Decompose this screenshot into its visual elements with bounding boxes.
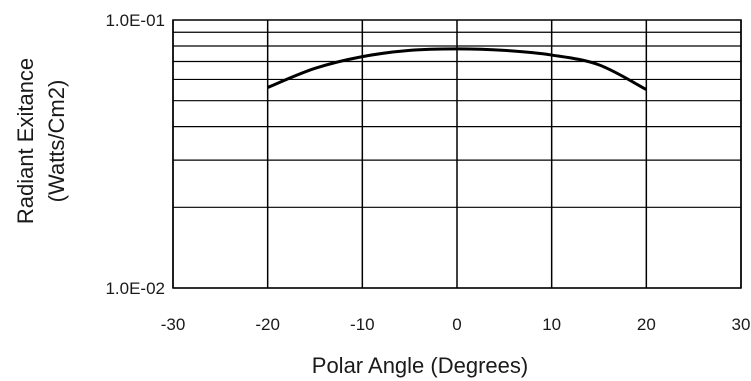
y-axis-title-line: Radiant Exitance xyxy=(13,58,38,224)
y-tick-label: 1.0E-02 xyxy=(105,279,165,298)
y-axis-title-line: (Watts/Cm2) xyxy=(44,80,69,203)
x-tick-labels: -30 -20 -10 0 10 20 30 xyxy=(161,315,751,334)
x-tick-label: 30 xyxy=(732,315,751,334)
x-tick-label: 10 xyxy=(542,315,561,334)
x-tick-label: -30 xyxy=(161,315,186,334)
y-tick-label: 1.0E-01 xyxy=(105,11,165,30)
x-tick-label: -20 xyxy=(255,315,280,334)
y-axis-title: Radiant Exitance (Watts/Cm2) xyxy=(13,58,69,224)
x-tick-label: 0 xyxy=(452,315,461,334)
series-line xyxy=(267,47,648,91)
grid xyxy=(172,20,742,289)
x-tick-label: -10 xyxy=(350,315,375,334)
y-tick-labels: 1.0E-02 1.0E-01 xyxy=(105,11,165,298)
x-tick-label: 20 xyxy=(637,315,656,334)
x-axis-title: Polar Angle (Degrees) xyxy=(312,353,528,378)
plot-frame xyxy=(172,19,742,289)
